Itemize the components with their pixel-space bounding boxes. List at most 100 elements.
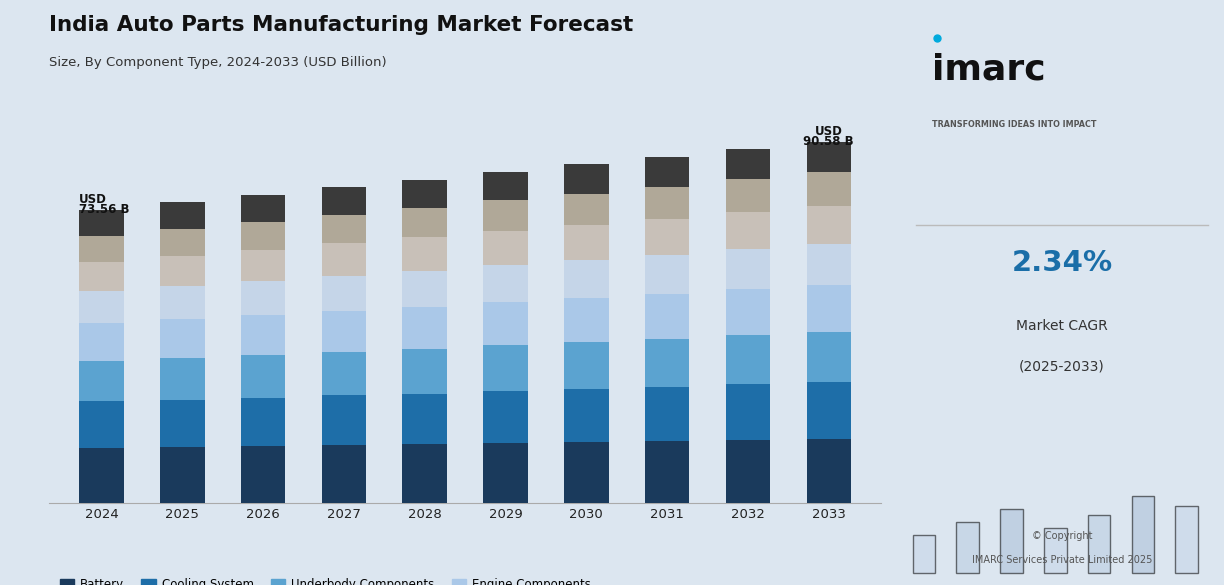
Bar	[726, 335, 770, 384]
Bar	[564, 194, 608, 225]
Bar	[80, 448, 124, 503]
Bar	[403, 349, 447, 394]
Bar	[160, 400, 204, 447]
Text: (2025-2033): (2025-2033)	[1018, 360, 1105, 374]
Bar	[645, 219, 689, 255]
Bar	[645, 441, 689, 503]
FancyBboxPatch shape	[913, 535, 935, 573]
Text: Size, By Component Type, 2024-2033 (USD Billion): Size, By Component Type, 2024-2033 (USD …	[49, 56, 387, 68]
Bar	[160, 202, 204, 229]
Bar	[645, 387, 689, 441]
Bar	[80, 401, 124, 448]
Bar	[807, 332, 851, 382]
FancyBboxPatch shape	[1175, 505, 1198, 573]
Bar	[403, 394, 447, 444]
Bar	[160, 229, 204, 256]
Bar	[80, 236, 124, 262]
Text: USD: USD	[78, 192, 106, 206]
Bar	[241, 222, 285, 250]
Bar	[322, 243, 366, 276]
Bar	[726, 289, 770, 335]
Bar	[241, 355, 285, 398]
Bar	[807, 382, 851, 439]
Bar	[160, 256, 204, 286]
Bar	[726, 249, 770, 289]
Bar	[80, 291, 124, 323]
Bar	[726, 384, 770, 439]
Bar	[241, 250, 285, 281]
Bar	[645, 157, 689, 187]
Bar	[807, 244, 851, 285]
Bar	[483, 345, 528, 391]
Bar	[80, 361, 124, 401]
Bar	[807, 285, 851, 332]
Bar	[160, 447, 204, 503]
Bar	[726, 212, 770, 249]
Bar	[483, 443, 528, 503]
Bar	[807, 439, 851, 503]
Bar	[564, 342, 608, 389]
Bar	[807, 207, 851, 244]
Bar	[726, 439, 770, 503]
Bar	[645, 187, 689, 219]
Bar	[483, 172, 528, 201]
Bar	[241, 281, 285, 315]
Bar	[564, 442, 608, 503]
Bar	[483, 201, 528, 231]
Bar	[322, 352, 366, 395]
Bar	[241, 195, 285, 222]
Bar	[403, 238, 447, 271]
Bar	[726, 180, 770, 212]
Bar	[241, 446, 285, 503]
Text: TRANSFORMING IDEAS INTO IMPACT: TRANSFORMING IDEAS INTO IMPACT	[933, 120, 1097, 129]
Bar	[645, 294, 689, 339]
Text: India Auto Parts Manufacturing Market Forecast: India Auto Parts Manufacturing Market Fo…	[49, 15, 633, 35]
Bar	[807, 142, 851, 173]
Bar	[564, 225, 608, 260]
Text: imarc: imarc	[933, 53, 1045, 87]
Bar	[322, 311, 366, 352]
Bar	[322, 187, 366, 215]
Bar	[80, 262, 124, 291]
Bar	[645, 255, 689, 294]
Bar	[160, 286, 204, 319]
Bar	[483, 265, 528, 302]
Bar	[160, 358, 204, 400]
Bar	[564, 298, 608, 342]
Text: USD: USD	[815, 125, 842, 138]
Bar	[564, 260, 608, 298]
Bar	[483, 302, 528, 345]
FancyBboxPatch shape	[1044, 528, 1066, 573]
Bar	[322, 276, 366, 311]
FancyBboxPatch shape	[956, 522, 979, 573]
Bar	[403, 444, 447, 503]
Bar	[80, 209, 124, 236]
Text: Market CAGR: Market CAGR	[1016, 319, 1108, 333]
Bar	[241, 315, 285, 355]
FancyBboxPatch shape	[1131, 496, 1154, 573]
Text: © Copyright: © Copyright	[1032, 531, 1092, 541]
Bar	[322, 395, 366, 445]
Bar	[403, 307, 447, 349]
Bar	[726, 149, 770, 180]
Bar	[241, 398, 285, 446]
Text: IMARC Services Private Limited 2025: IMARC Services Private Limited 2025	[972, 555, 1152, 565]
Bar	[80, 323, 124, 361]
Bar	[322, 445, 366, 503]
Bar	[483, 231, 528, 265]
Bar	[160, 319, 204, 358]
Bar	[564, 164, 608, 194]
Bar	[807, 173, 851, 207]
Bar	[645, 339, 689, 387]
FancyBboxPatch shape	[1088, 515, 1110, 573]
Bar	[483, 391, 528, 443]
Text: 2.34%: 2.34%	[1011, 249, 1113, 277]
FancyBboxPatch shape	[1000, 509, 1023, 573]
Bar	[403, 180, 447, 208]
Bar	[322, 215, 366, 243]
Text: 73.56 B: 73.56 B	[78, 202, 130, 216]
Text: 90.58 B: 90.58 B	[803, 135, 854, 148]
Bar	[403, 271, 447, 307]
Bar	[564, 389, 608, 442]
Bar	[403, 208, 447, 238]
